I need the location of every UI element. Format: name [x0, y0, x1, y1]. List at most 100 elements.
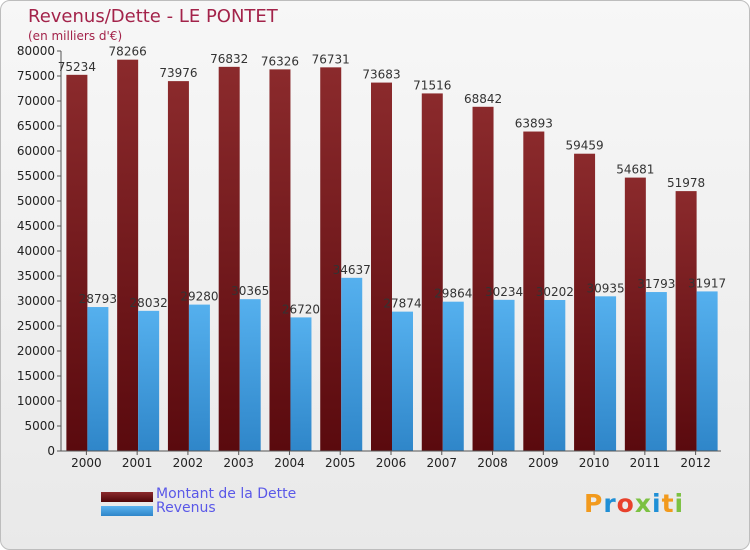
bar-dette: [66, 74, 88, 451]
data-label-revenus: 30365: [231, 284, 269, 298]
x-tick-label: 2008: [477, 456, 508, 470]
x-tick-label: 2011: [630, 456, 661, 470]
x-tick-label: 2012: [680, 456, 711, 470]
bar-dette: [624, 177, 646, 451]
y-tick-label: 80000: [17, 44, 55, 58]
data-label-dette: 73976: [159, 66, 197, 80]
proxiti-logo: Proxiti: [584, 489, 684, 518]
y-tick-label: 55000: [17, 169, 55, 183]
data-label-dette: 76731: [312, 52, 350, 66]
data-label-dette: 76326: [261, 54, 299, 68]
bar-dette: [371, 82, 392, 452]
bar-revenus: [595, 296, 617, 451]
y-tick-label: 75000: [17, 69, 55, 83]
y-tick-label: 20000: [17, 344, 55, 358]
bar-revenus: [493, 299, 515, 451]
chart-title: Revenus/Dette - LE PONTET: [28, 6, 278, 27]
data-label-dette: 71516: [413, 78, 451, 92]
bar-revenus: [341, 277, 363, 451]
bar-dette: [472, 106, 494, 451]
y-tick-label: 70000: [17, 94, 55, 108]
x-tick-label: 2006: [376, 456, 407, 470]
bar-revenus: [442, 301, 464, 451]
logo-letter: o: [616, 489, 635, 518]
bars: [66, 59, 718, 452]
x-tick-label: 2002: [173, 456, 204, 470]
x-tick-label: 2010: [579, 456, 610, 470]
y-tick-label: 15000: [17, 369, 55, 383]
data-label-revenus: 31793: [637, 277, 675, 291]
bar-dette: [269, 69, 291, 452]
data-label-revenus: 28793: [79, 292, 117, 306]
bar-dette: [421, 93, 443, 452]
bar-revenus: [696, 291, 718, 451]
data-label-revenus: 28032: [130, 296, 168, 310]
legend-label-revenus: Revenus: [156, 500, 216, 516]
x-tick-label: 2000: [71, 456, 102, 470]
bar-revenus: [290, 317, 312, 451]
bar-dette: [167, 81, 189, 452]
data-label-dette: 73683: [362, 68, 400, 82]
bar-dette: [574, 153, 596, 451]
y-tick-label: 5000: [24, 419, 55, 433]
data-label-revenus: 30234: [485, 285, 523, 299]
data-label-dette: 68842: [464, 92, 502, 106]
data-label-revenus: 29280: [180, 290, 218, 304]
y-tick-label: 0: [47, 444, 55, 458]
x-tick-label: 2003: [223, 456, 254, 470]
data-label-dette: 75234: [58, 60, 96, 74]
bar-dette: [675, 191, 697, 452]
x-tick-label: 2009: [528, 456, 559, 470]
bar-revenus: [544, 299, 566, 451]
data-labels: 75234 28793 78266 28032 73976 29280 76832 30365…: [58, 45, 726, 317]
y-tick-label: 50000: [17, 194, 55, 208]
data-label-revenus: 30202: [536, 285, 574, 299]
data-label-dette: 63893: [515, 117, 553, 131]
data-label-dette: 59459: [565, 139, 603, 153]
data-label-dette: 76832: [210, 52, 248, 66]
legend-swatch-revenus: [101, 506, 153, 516]
y-tick-label: 60000: [17, 144, 55, 158]
logo-letter: t: [661, 489, 675, 518]
y-tick-label: 30000: [17, 294, 55, 308]
logo-letter: r: [603, 489, 617, 518]
data-label-revenus: 31917: [688, 276, 726, 290]
x-axis: 2000 2001 2002 2003 2004 2005 2006 2007 2008 2009…: [61, 450, 721, 470]
bar-revenus: [138, 310, 160, 451]
y-tick-label: 40000: [17, 244, 55, 258]
bar-dette: [523, 131, 545, 451]
bar-revenus: [392, 311, 413, 451]
bar-dette: [218, 66, 240, 451]
x-tick-label: 2001: [122, 456, 153, 470]
bar-dette: [320, 67, 342, 451]
y-axis: 0 5000 10000 15000 20000 25000 30000 35000 40000…: [17, 44, 62, 458]
x-tick-label: 2007: [426, 456, 457, 470]
chart-subtitle: (en milliers d'€): [28, 29, 123, 43]
bar-revenus: [645, 292, 667, 451]
data-label-dette: 54681: [616, 163, 654, 177]
data-label-dette: 51978: [667, 176, 705, 190]
x-tick-label: 2005: [325, 456, 356, 470]
data-label-revenus: 26720: [282, 302, 320, 316]
legend-swatch-dette: [101, 492, 153, 502]
logo-letter: x: [634, 489, 652, 518]
y-tick-label: 35000: [17, 269, 55, 283]
logo-letter: P: [584, 489, 604, 518]
logo-letter: i: [652, 489, 662, 518]
y-tick-label: 45000: [17, 219, 55, 233]
y-tick-label: 65000: [17, 119, 55, 133]
legend-label-dette: Montant de la Dette: [156, 486, 297, 502]
y-tick-label: 25000: [17, 319, 55, 333]
logo-letter: i: [674, 489, 685, 518]
data-label-revenus: 34637: [333, 263, 371, 277]
bar-revenus: [87, 307, 109, 451]
data-label-revenus: 27874: [383, 297, 421, 311]
data-label-revenus: 29864: [434, 287, 472, 301]
bar-revenus: [188, 304, 210, 451]
data-label-revenus: 30935: [586, 281, 624, 295]
bar-revenus: [239, 299, 261, 451]
y-tick-label: 10000: [17, 394, 55, 408]
bar-dette: [117, 59, 139, 452]
